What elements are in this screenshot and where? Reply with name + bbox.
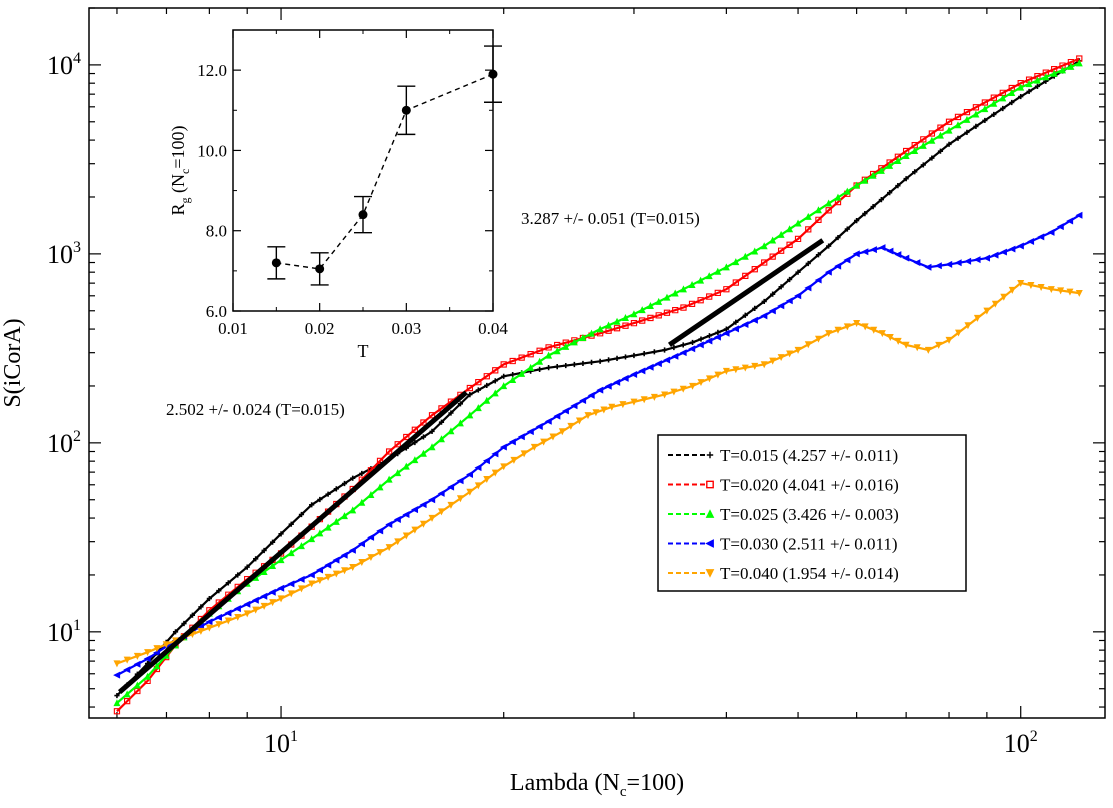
inset-y-axis-label: Rg (Nc=100)	[168, 126, 192, 216]
fit-line-low	[117, 390, 468, 694]
y-axis-label: S(iCorA)	[0, 318, 26, 407]
inset-x-tick-label: 0.02	[305, 319, 335, 338]
x-tick-label: 101	[264, 728, 298, 758]
legend-label: T=0.020 (4.041 +/- 0.016)	[720, 476, 899, 495]
main-annotations: 3.287 +/- 0.051 (T=0.015) 2.502 +/- 0.024…	[166, 209, 700, 419]
y-tick-label: 102	[47, 428, 81, 458]
legend-swatch-marker	[706, 451, 714, 459]
legend-item: T=0.015 (4.257 +/- 0.011)	[668, 446, 898, 465]
series-markers	[113, 279, 1083, 668]
legend-label: T=0.015 (4.257 +/- 0.011)	[720, 446, 898, 465]
inset-x-axis-label: T	[358, 341, 369, 361]
inset-x-tick-label: 0.01	[218, 319, 248, 338]
inset-marker	[488, 69, 498, 79]
inset-point	[354, 195, 372, 234]
inset-marker	[271, 258, 281, 268]
legend: T=0.015 (4.257 +/- 0.011) T=0.020 (4.041 …	[657, 434, 967, 592]
annotation-slope-low: 2.502 +/- 0.024 (T=0.015)	[166, 400, 345, 419]
y-tick-label: 103	[47, 239, 81, 269]
legend-swatch-marker	[705, 569, 715, 578]
inset-frame	[232, 29, 494, 312]
series-3	[113, 211, 1083, 679]
series-4	[113, 279, 1083, 668]
inset-series-line	[276, 73, 494, 270]
legend-item: T=0.020 (4.041 +/- 0.016)	[668, 476, 899, 495]
inset-y-tick-label: 12.0	[197, 61, 227, 80]
y-tick-label: 104	[47, 50, 81, 80]
x-axis-label: Lambda (Nc=100)	[510, 770, 684, 800]
legend-label: T=0.025 (3.426 +/- 0.003)	[720, 505, 899, 524]
main-series-group	[113, 55, 1083, 715]
series-0	[114, 58, 1082, 699]
main-plot-area: 101 102 101 102 103 104 Lambda (Nc=100) S(iCorA…	[0, 7, 1106, 800]
inset-y-tick-label: 8.0	[206, 222, 227, 241]
legend-swatch-marker	[705, 509, 715, 518]
legend-item: T=0.025 (3.426 +/- 0.003)	[668, 505, 899, 524]
inset-point	[397, 85, 416, 136]
inset-y-tick-label: 10.0	[197, 141, 227, 160]
annotation-slope-high: 3.287 +/- 0.051 (T=0.015)	[521, 209, 700, 228]
inset-x-tick-label: 0.03	[391, 319, 421, 338]
inset-point	[484, 45, 502, 103]
series-markers	[113, 211, 1083, 679]
main-frame	[88, 7, 1106, 719]
legend-item: T=0.030 (2.511 +/- 0.011)	[668, 535, 898, 554]
inset-plot: 0.01 0.02 0.03 0.04 6.0 8.0 10.0 12.0 T Rg (Nc=10…	[168, 29, 508, 361]
legend-item: T=0.040 (1.954 +/- 0.014)	[668, 564, 899, 583]
y-tick-label: 101	[47, 617, 81, 647]
inset-point	[267, 246, 286, 280]
series-markers	[114, 58, 1082, 699]
legend-swatch-marker	[706, 480, 714, 489]
legend-swatch-marker	[705, 539, 714, 548]
fit-line-high	[667, 238, 825, 347]
x-tick-label: 102	[1004, 728, 1038, 758]
legend-label: T=0.030 (2.511 +/- 0.011)	[720, 535, 898, 554]
inset-y-tick-label: 6.0	[206, 302, 227, 321]
inset-marker	[358, 210, 368, 220]
legend-label: T=0.040 (1.954 +/- 0.014)	[720, 564, 899, 583]
inset-x-tick-label: 0.04	[478, 319, 508, 338]
inset-marker	[401, 105, 411, 115]
inset-marker	[315, 264, 325, 274]
inset-point	[310, 252, 329, 286]
